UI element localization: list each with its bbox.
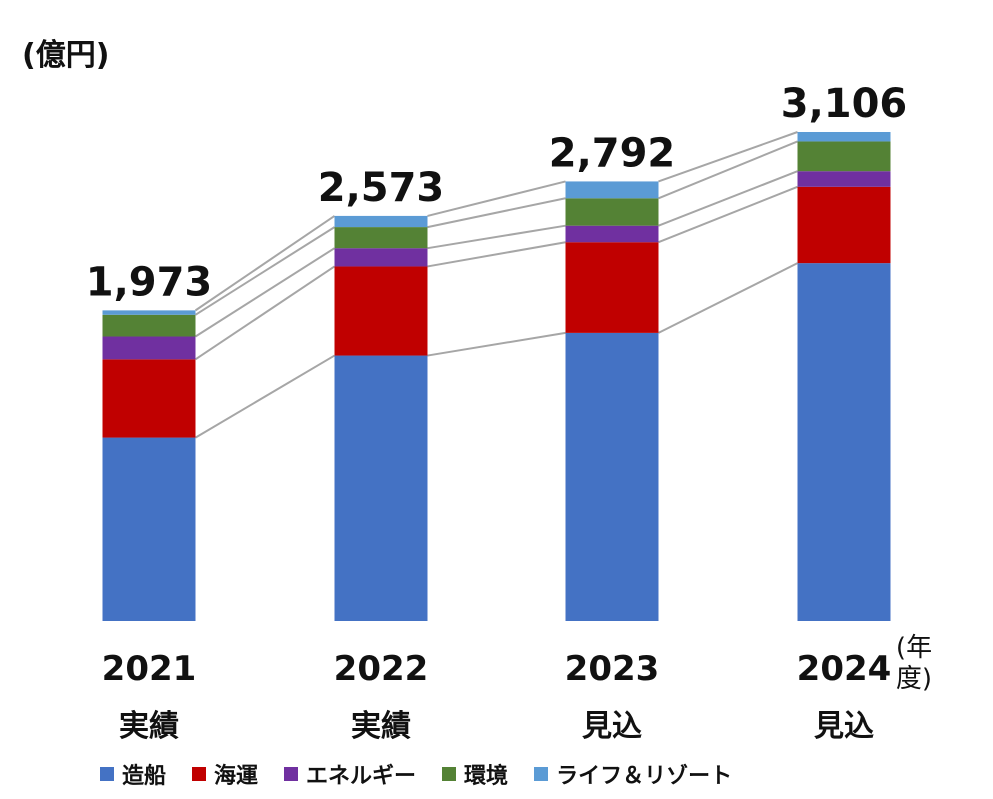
unit-label: (億円)	[22, 38, 110, 73]
connector-line	[658, 140, 798, 200]
total-label: 2,792	[549, 130, 676, 176]
total-label: 3,106	[781, 81, 908, 127]
legend-swatch	[192, 767, 207, 781]
legend-item: 海運	[192, 758, 258, 790]
connector-line	[194, 354, 336, 439]
connector-line	[427, 180, 566, 217]
chart-legend: 造船 海運 エネルギー 環境 ライフ＆リゾート	[100, 758, 758, 790]
bar-segment	[334, 215, 428, 228]
connector-line	[427, 331, 566, 357]
legend-item: エネルギー	[284, 758, 416, 790]
bar-segment	[797, 186, 891, 264]
legend-item: 造船	[100, 758, 166, 790]
category-label: 2022	[334, 649, 429, 689]
bar-segment	[565, 181, 659, 199]
bar-segment	[797, 132, 891, 142]
connector-line	[658, 185, 798, 244]
bar-segment	[797, 141, 891, 172]
bar-segment	[334, 227, 428, 249]
legend-label: 海運	[214, 764, 259, 789]
connector-line	[427, 224, 566, 250]
bar-segment	[102, 336, 196, 360]
legend-item: ライフ＆リゾート	[534, 758, 732, 790]
connector-line	[427, 241, 566, 268]
bar-segment	[797, 263, 891, 621]
category-sublabel: 実績	[351, 709, 411, 744]
bar-segment	[334, 355, 428, 621]
category-label: 2023	[565, 649, 660, 689]
category-label: 2024	[797, 649, 892, 689]
legend-swatch	[284, 767, 299, 781]
legend-swatch	[100, 767, 114, 781]
bar-segment	[565, 225, 659, 243]
legend-label: 環境	[464, 764, 509, 789]
legend-label: 造船	[122, 764, 167, 789]
bar-segment	[565, 242, 659, 333]
connector-line	[658, 262, 798, 334]
legend-item: 環境	[442, 758, 508, 790]
connector-line	[194, 265, 336, 361]
connector-line	[194, 247, 336, 338]
category-sublabel: 実績	[119, 709, 179, 744]
connector-line	[427, 197, 566, 229]
bar-segment	[565, 198, 659, 226]
bar-segment	[565, 332, 659, 621]
legend-label: エネルギー	[306, 764, 417, 789]
year-unit-label: (年度)	[895, 633, 933, 694]
bar-segment	[102, 437, 196, 621]
category-label: 2021	[102, 649, 197, 689]
total-label: 1,973	[86, 259, 213, 305]
bar-segment	[102, 314, 196, 337]
bar-segment	[102, 310, 196, 315]
connector-line	[194, 226, 336, 316]
legend-swatch	[442, 767, 457, 781]
bar-segment	[102, 359, 196, 438]
connector-line	[194, 215, 336, 312]
bar-segment	[797, 171, 891, 187]
bar-segment	[334, 266, 428, 356]
connector-line	[658, 170, 798, 227]
category-sublabel: 見込	[582, 709, 642, 744]
total-label: 2,573	[318, 165, 445, 211]
connector-line	[658, 131, 798, 183]
legend-label: ライフ＆リゾート	[556, 764, 733, 789]
legend-swatch	[534, 767, 549, 781]
bar-segment	[334, 248, 428, 267]
category-sublabel: 見込	[814, 709, 874, 744]
